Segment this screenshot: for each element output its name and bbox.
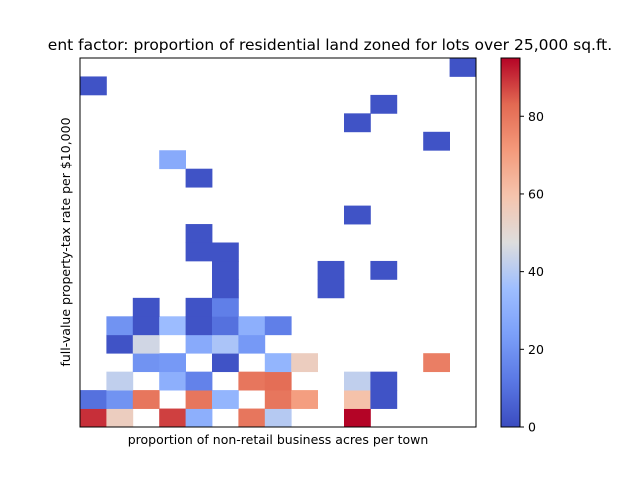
heatmap-cell bbox=[344, 408, 371, 428]
colorbar-tick-label: 0 bbox=[528, 420, 536, 435]
heatmap-cell bbox=[264, 316, 292, 336]
heatmap-cell bbox=[449, 58, 477, 77]
heatmap-cell bbox=[80, 76, 107, 96]
colorbar-tick-label: 80 bbox=[528, 109, 544, 124]
colorbar bbox=[500, 57, 521, 428]
heatmap-cell bbox=[159, 408, 186, 428]
heatmap-cell bbox=[159, 353, 186, 373]
plot-frame bbox=[79, 57, 477, 428]
heatmap-cell bbox=[212, 316, 239, 336]
heatmap-cell bbox=[106, 334, 134, 354]
heatmap-cell bbox=[159, 316, 186, 336]
heatmap-cell bbox=[185, 316, 213, 336]
heatmap-cell bbox=[212, 334, 239, 354]
heatmap-cell bbox=[106, 371, 134, 391]
heatmap-cell bbox=[370, 371, 398, 391]
heatmap-cell bbox=[132, 297, 160, 317]
heatmap-cell bbox=[238, 316, 266, 336]
heatmap-cell bbox=[212, 242, 239, 262]
heatmap-cell bbox=[185, 242, 213, 262]
x-axis-label: proportion of non-retail business acres … bbox=[128, 432, 429, 447]
heatmap-cell bbox=[212, 390, 239, 409]
colorbar-ticks: 0 20 40 60 80 bbox=[520, 109, 544, 435]
heatmap-cell bbox=[132, 353, 160, 373]
heatmap-cell bbox=[423, 353, 450, 373]
heatmap-cell bbox=[185, 224, 213, 243]
heatmap-cell bbox=[159, 150, 186, 170]
heatmap-cell bbox=[238, 334, 266, 354]
heatmap-cell bbox=[344, 390, 371, 409]
heatmap-cell bbox=[370, 260, 398, 280]
heatmap-cell bbox=[185, 408, 213, 428]
heatmap-cell bbox=[185, 334, 213, 354]
heatmap-cell bbox=[185, 297, 213, 317]
heatmap-cell bbox=[80, 390, 107, 409]
heatmap-cell bbox=[106, 408, 134, 428]
heatmap-cell bbox=[212, 279, 239, 299]
heatmap-cell bbox=[159, 371, 186, 391]
heatmap-cell bbox=[185, 371, 213, 391]
heatmap-cell bbox=[317, 279, 345, 299]
heatmap-cell bbox=[132, 390, 160, 409]
heatmap-cell bbox=[344, 371, 371, 391]
heatmap-cell bbox=[185, 390, 213, 409]
heatmap-cell bbox=[80, 408, 107, 428]
heatmap-cell bbox=[132, 316, 160, 336]
heatmap-cell bbox=[291, 390, 318, 409]
heatmap-cell bbox=[370, 94, 398, 114]
heatmap-cell bbox=[344, 113, 371, 133]
heatmap-cell bbox=[185, 168, 213, 188]
heatmap-cell bbox=[106, 390, 134, 409]
heatmap-cell bbox=[317, 260, 345, 280]
heatmap-cell bbox=[370, 390, 398, 409]
heatmap-cell bbox=[238, 371, 266, 391]
heatmap-cell bbox=[264, 371, 292, 391]
heatmap-cell bbox=[132, 334, 160, 354]
colorbar-tick-label: 40 bbox=[528, 264, 544, 279]
y-axis-label: full-value property-tax rate per $10,000 bbox=[58, 117, 73, 366]
heatmap-cell bbox=[423, 131, 450, 151]
heatmap-cell bbox=[212, 297, 239, 317]
heatmap-cell bbox=[264, 390, 292, 409]
chart-title: ent factor: proportion of residential la… bbox=[48, 36, 612, 54]
colorbar-tick-label: 60 bbox=[528, 186, 544, 201]
heatmap-cell bbox=[264, 353, 292, 373]
heatmap-cell bbox=[291, 353, 318, 373]
heatmap-cells bbox=[80, 58, 477, 428]
heatmap-cell bbox=[238, 408, 266, 428]
colorbar-tick-label: 20 bbox=[528, 342, 544, 357]
heatmap-cell bbox=[212, 353, 239, 373]
heatmap-cell bbox=[344, 205, 371, 225]
heatmap-cell bbox=[106, 316, 134, 336]
heatmap-cell bbox=[264, 408, 292, 428]
heatmap-cell bbox=[212, 260, 239, 280]
